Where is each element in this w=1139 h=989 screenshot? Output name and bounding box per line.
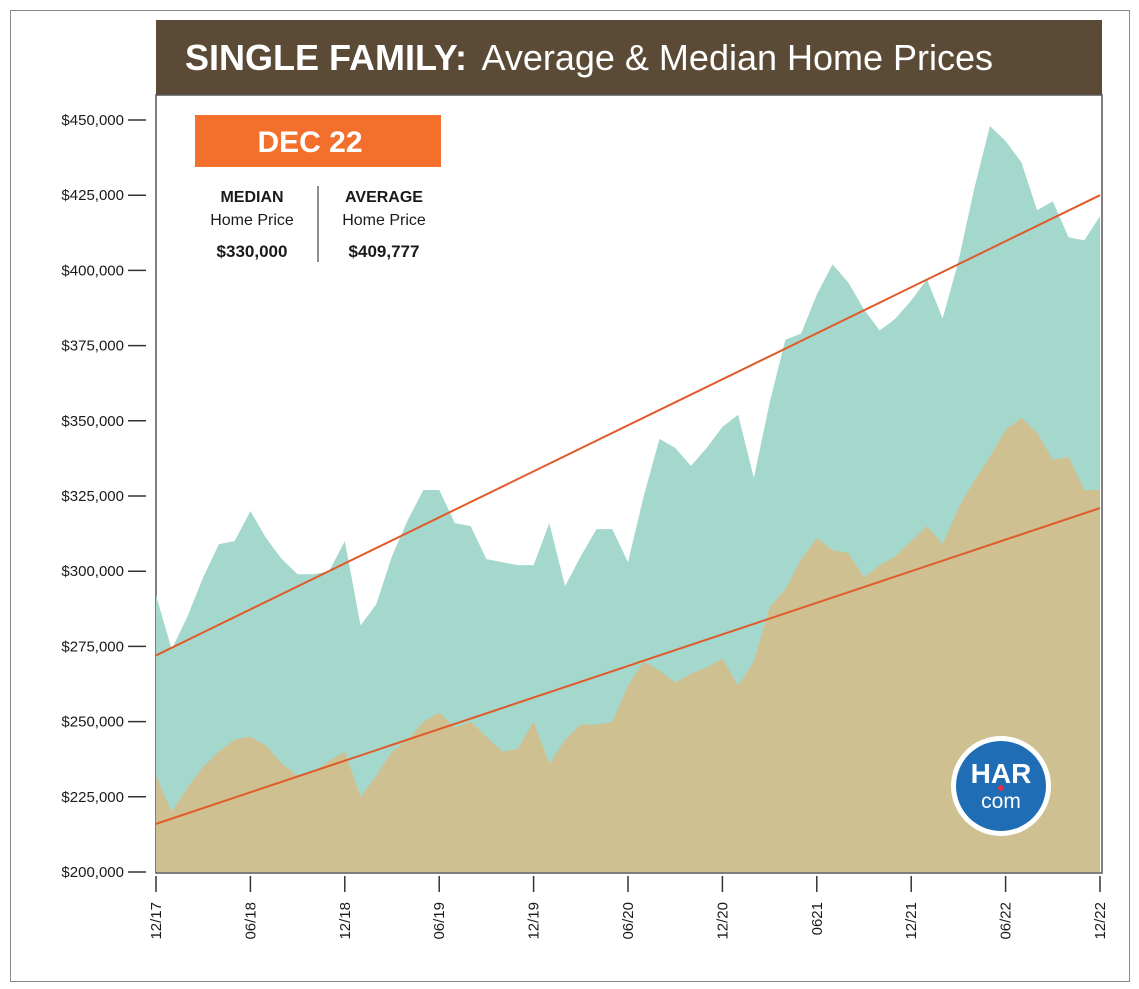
- y-tick-label: $300,000: [61, 563, 124, 580]
- x-tick-label: 0621: [809, 902, 826, 935]
- logo-dot-icon: [998, 785, 1004, 791]
- y-tick-label: $200,000: [61, 864, 124, 881]
- trendline-group: [155, 194, 1101, 825]
- logo-text-bottom: com: [981, 790, 1021, 813]
- y-axis: $200,000 $225,000 $250,000 $275,000 $300,000…: [61, 112, 146, 881]
- y-tick-label: $425,000: [61, 187, 124, 204]
- median-subheading: Home Price: [210, 212, 294, 229]
- x-tick-label: 12/20: [714, 902, 731, 940]
- x-axis: 12/17 06/18 12/18 06/19 12/19 06/20 12/20 0621 1…: [148, 876, 1109, 940]
- logo-text-top: HAR: [971, 758, 1032, 789]
- y-tick-label: $450,000: [61, 112, 124, 129]
- trendline-average: [155, 194, 1101, 657]
- x-tick-label: 12/18: [337, 902, 354, 940]
- chart-subtitle: Average & Median Home Prices: [481, 37, 993, 78]
- x-tick-label: 06/19: [431, 902, 448, 940]
- x-tick-label: 12/21: [903, 902, 920, 940]
- svg-text:SINGLE FAMILY: Average & M: SINGLE FAMILY: Average & Median Home Pri…: [185, 37, 993, 78]
- chart-title: SINGLE FAMILY:: [185, 37, 467, 78]
- x-tick-label: 06/22: [998, 902, 1015, 940]
- y-tick-label: $375,000: [61, 338, 124, 355]
- y-tick-label: $400,000: [61, 262, 124, 279]
- average-value: $409,777: [349, 242, 420, 261]
- average-heading: AVERAGE: [345, 189, 423, 206]
- x-tick-label: 12/17: [148, 902, 165, 940]
- median-value: $330,000: [217, 242, 288, 261]
- area-series-group: [156, 126, 1100, 873]
- date-badge: [195, 115, 441, 167]
- median-heading: MEDIAN: [220, 189, 283, 206]
- header-band: [156, 20, 1102, 95]
- y-tick-label: $225,000: [61, 789, 124, 806]
- x-tick-label: 06/20: [620, 902, 637, 940]
- y-tick-label: $250,000: [61, 714, 124, 731]
- x-tick-label: 06/18: [242, 902, 259, 940]
- trendline-median: [155, 507, 1101, 825]
- area-series-median: [156, 417, 1100, 872]
- x-tick-label: 12/19: [526, 902, 543, 940]
- x-tick-label: 12/22: [1092, 902, 1109, 940]
- y-tick-label: $350,000: [61, 413, 124, 430]
- average-subheading: Home Price: [342, 212, 426, 229]
- y-tick-label: $275,000: [61, 638, 124, 655]
- date-badge-label: DEC 22: [257, 126, 362, 159]
- y-tick-label: $325,000: [61, 488, 124, 505]
